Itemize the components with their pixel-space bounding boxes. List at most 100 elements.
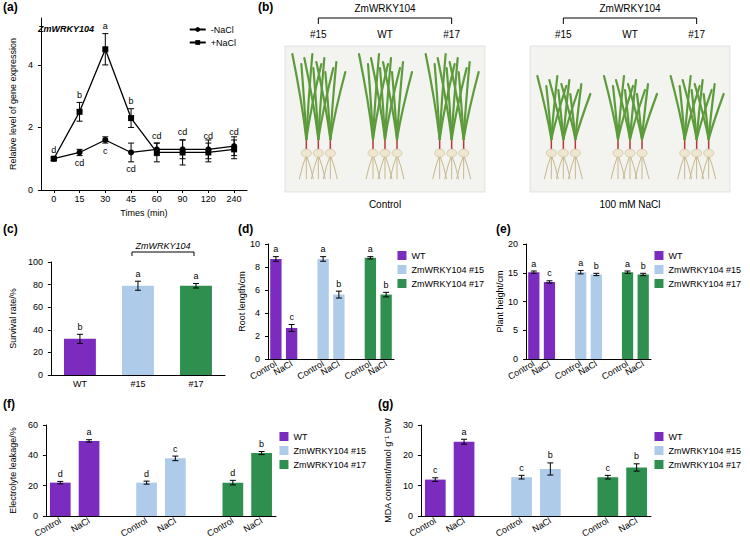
svg-text:a: a (321, 244, 326, 254)
svg-text:-NaCl: -NaCl (211, 25, 234, 35)
svg-text:NaCl: NaCl (69, 516, 91, 535)
svg-text:20: 20 (28, 481, 38, 491)
svg-text:WT: WT (377, 29, 393, 40)
svg-text:cd: cd (126, 164, 136, 174)
svg-text:a: a (193, 271, 198, 281)
svg-text:NaCl: NaCl (531, 516, 553, 535)
svg-text:0: 0 (408, 511, 413, 521)
svg-text:30: 30 (403, 420, 413, 430)
svg-text:#15: #15 (555, 29, 572, 40)
svg-text:20: 20 (33, 347, 43, 357)
svg-text:ZmWRKY104 #15: ZmWRKY104 #15 (293, 446, 366, 456)
svg-text:0: 0 (51, 194, 56, 204)
svg-text:Control: Control (33, 516, 63, 539)
svg-text:4: 4 (255, 308, 260, 318)
svg-text:30: 30 (100, 194, 110, 204)
svg-text:10: 10 (403, 481, 413, 491)
svg-text:ZmWRKY104: ZmWRKY104 (599, 3, 661, 14)
svg-text:b: b (548, 450, 553, 460)
svg-text:NaCl: NaCl (156, 516, 178, 535)
svg-text:100 mM NaCl: 100 mM NaCl (599, 199, 660, 210)
svg-text:WT: WT (411, 251, 425, 261)
svg-text:cd: cd (152, 131, 162, 141)
svg-text:ZmWRKY104 #17: ZmWRKY104 #17 (668, 460, 741, 470)
svg-text:4: 4 (28, 60, 33, 70)
svg-text:d: d (230, 468, 235, 478)
svg-text:NaCl: NaCl (242, 516, 264, 535)
svg-text:MDA content/nmol g⁻¹ DW: MDA content/nmol g⁻¹ DW (383, 418, 393, 523)
svg-text:c: c (519, 463, 524, 473)
svg-text:a: a (273, 244, 278, 254)
svg-text:0: 0 (513, 354, 518, 364)
svg-text:b: b (634, 451, 639, 461)
svg-text:60: 60 (28, 420, 38, 430)
svg-text:b: b (594, 261, 599, 271)
svg-text:NaCl: NaCl (366, 359, 388, 378)
svg-text:a: a (135, 269, 140, 279)
svg-text:0: 0 (38, 370, 43, 380)
svg-text:Control: Control (119, 516, 149, 539)
svg-text:c: c (289, 312, 294, 322)
svg-text:ZmWRKY104 #17: ZmWRKY104 #17 (293, 460, 366, 470)
svg-text:20: 20 (508, 239, 518, 249)
svg-text:15: 15 (75, 194, 85, 204)
svg-text:c: c (606, 463, 611, 473)
svg-text:NaCl: NaCl (617, 516, 639, 535)
svg-text:c: c (103, 146, 108, 156)
svg-text:0: 0 (255, 354, 260, 364)
svg-text:5: 5 (513, 325, 518, 335)
svg-text:100: 100 (28, 257, 43, 267)
svg-text:ZmWRKY104: ZmWRKY104 (354, 3, 416, 14)
svg-text:90: 90 (178, 194, 188, 204)
svg-text:NaCl: NaCl (272, 359, 294, 378)
svg-text:ZmWRKY104: ZmWRKY104 (134, 241, 190, 251)
svg-text:8: 8 (255, 262, 260, 272)
svg-text:b: b (336, 279, 341, 289)
svg-text:Control: Control (580, 516, 610, 539)
svg-text:40: 40 (33, 325, 43, 335)
svg-text:WT: WT (293, 432, 307, 442)
svg-text:a: a (87, 427, 92, 437)
svg-text:WT: WT (73, 379, 87, 389)
svg-text:b: b (384, 280, 389, 290)
svg-text:a: a (578, 258, 583, 268)
svg-text:240: 240 (227, 194, 242, 204)
svg-text:#17: #17 (188, 379, 203, 389)
svg-text:#15: #15 (310, 29, 327, 40)
svg-text:45: 45 (126, 194, 136, 204)
svg-text:NaCl: NaCl (444, 516, 466, 535)
svg-text:Root length/cm: Root length/cm (237, 271, 247, 332)
svg-text:d: d (144, 469, 149, 479)
svg-text:cd: cd (75, 158, 85, 168)
svg-text:0: 0 (28, 185, 33, 195)
svg-text:WT: WT (668, 251, 682, 261)
svg-text:Control: Control (408, 516, 438, 539)
svg-text:b: b (641, 261, 646, 271)
svg-text:120: 120 (201, 194, 216, 204)
svg-text:b: b (77, 322, 82, 332)
svg-text:cd: cd (178, 127, 188, 137)
svg-text:a: a (103, 21, 108, 31)
svg-text:6: 6 (255, 285, 260, 295)
svg-text:d: d (51, 145, 56, 155)
svg-text:20: 20 (403, 450, 413, 460)
svg-text:a: a (462, 427, 467, 437)
svg-text:ZmWRKY104 #15: ZmWRKY104 #15 (668, 265, 741, 275)
svg-text:60: 60 (152, 194, 162, 204)
svg-text:d: d (58, 469, 63, 479)
svg-text:NaCl: NaCl (623, 359, 645, 378)
svg-text:c: c (547, 268, 552, 278)
svg-text:10: 10 (250, 239, 260, 249)
svg-text:Control: Control (205, 516, 235, 539)
svg-text:b: b (259, 439, 264, 449)
svg-text:ZmWRKY104 #15: ZmWRKY104 #15 (668, 446, 741, 456)
svg-text:10: 10 (508, 297, 518, 307)
svg-text:80: 80 (33, 280, 43, 290)
svg-text:ZmWRKY104 #17: ZmWRKY104 #17 (668, 279, 741, 289)
svg-text:Control: Control (494, 516, 524, 539)
svg-text:Control: Control (369, 199, 401, 210)
svg-text:Electrolyte leakage/%: Electrolyte leakage/% (8, 427, 18, 514)
svg-text:WT: WT (668, 432, 682, 442)
svg-text:b: b (129, 96, 134, 106)
svg-text:40: 40 (28, 450, 38, 460)
